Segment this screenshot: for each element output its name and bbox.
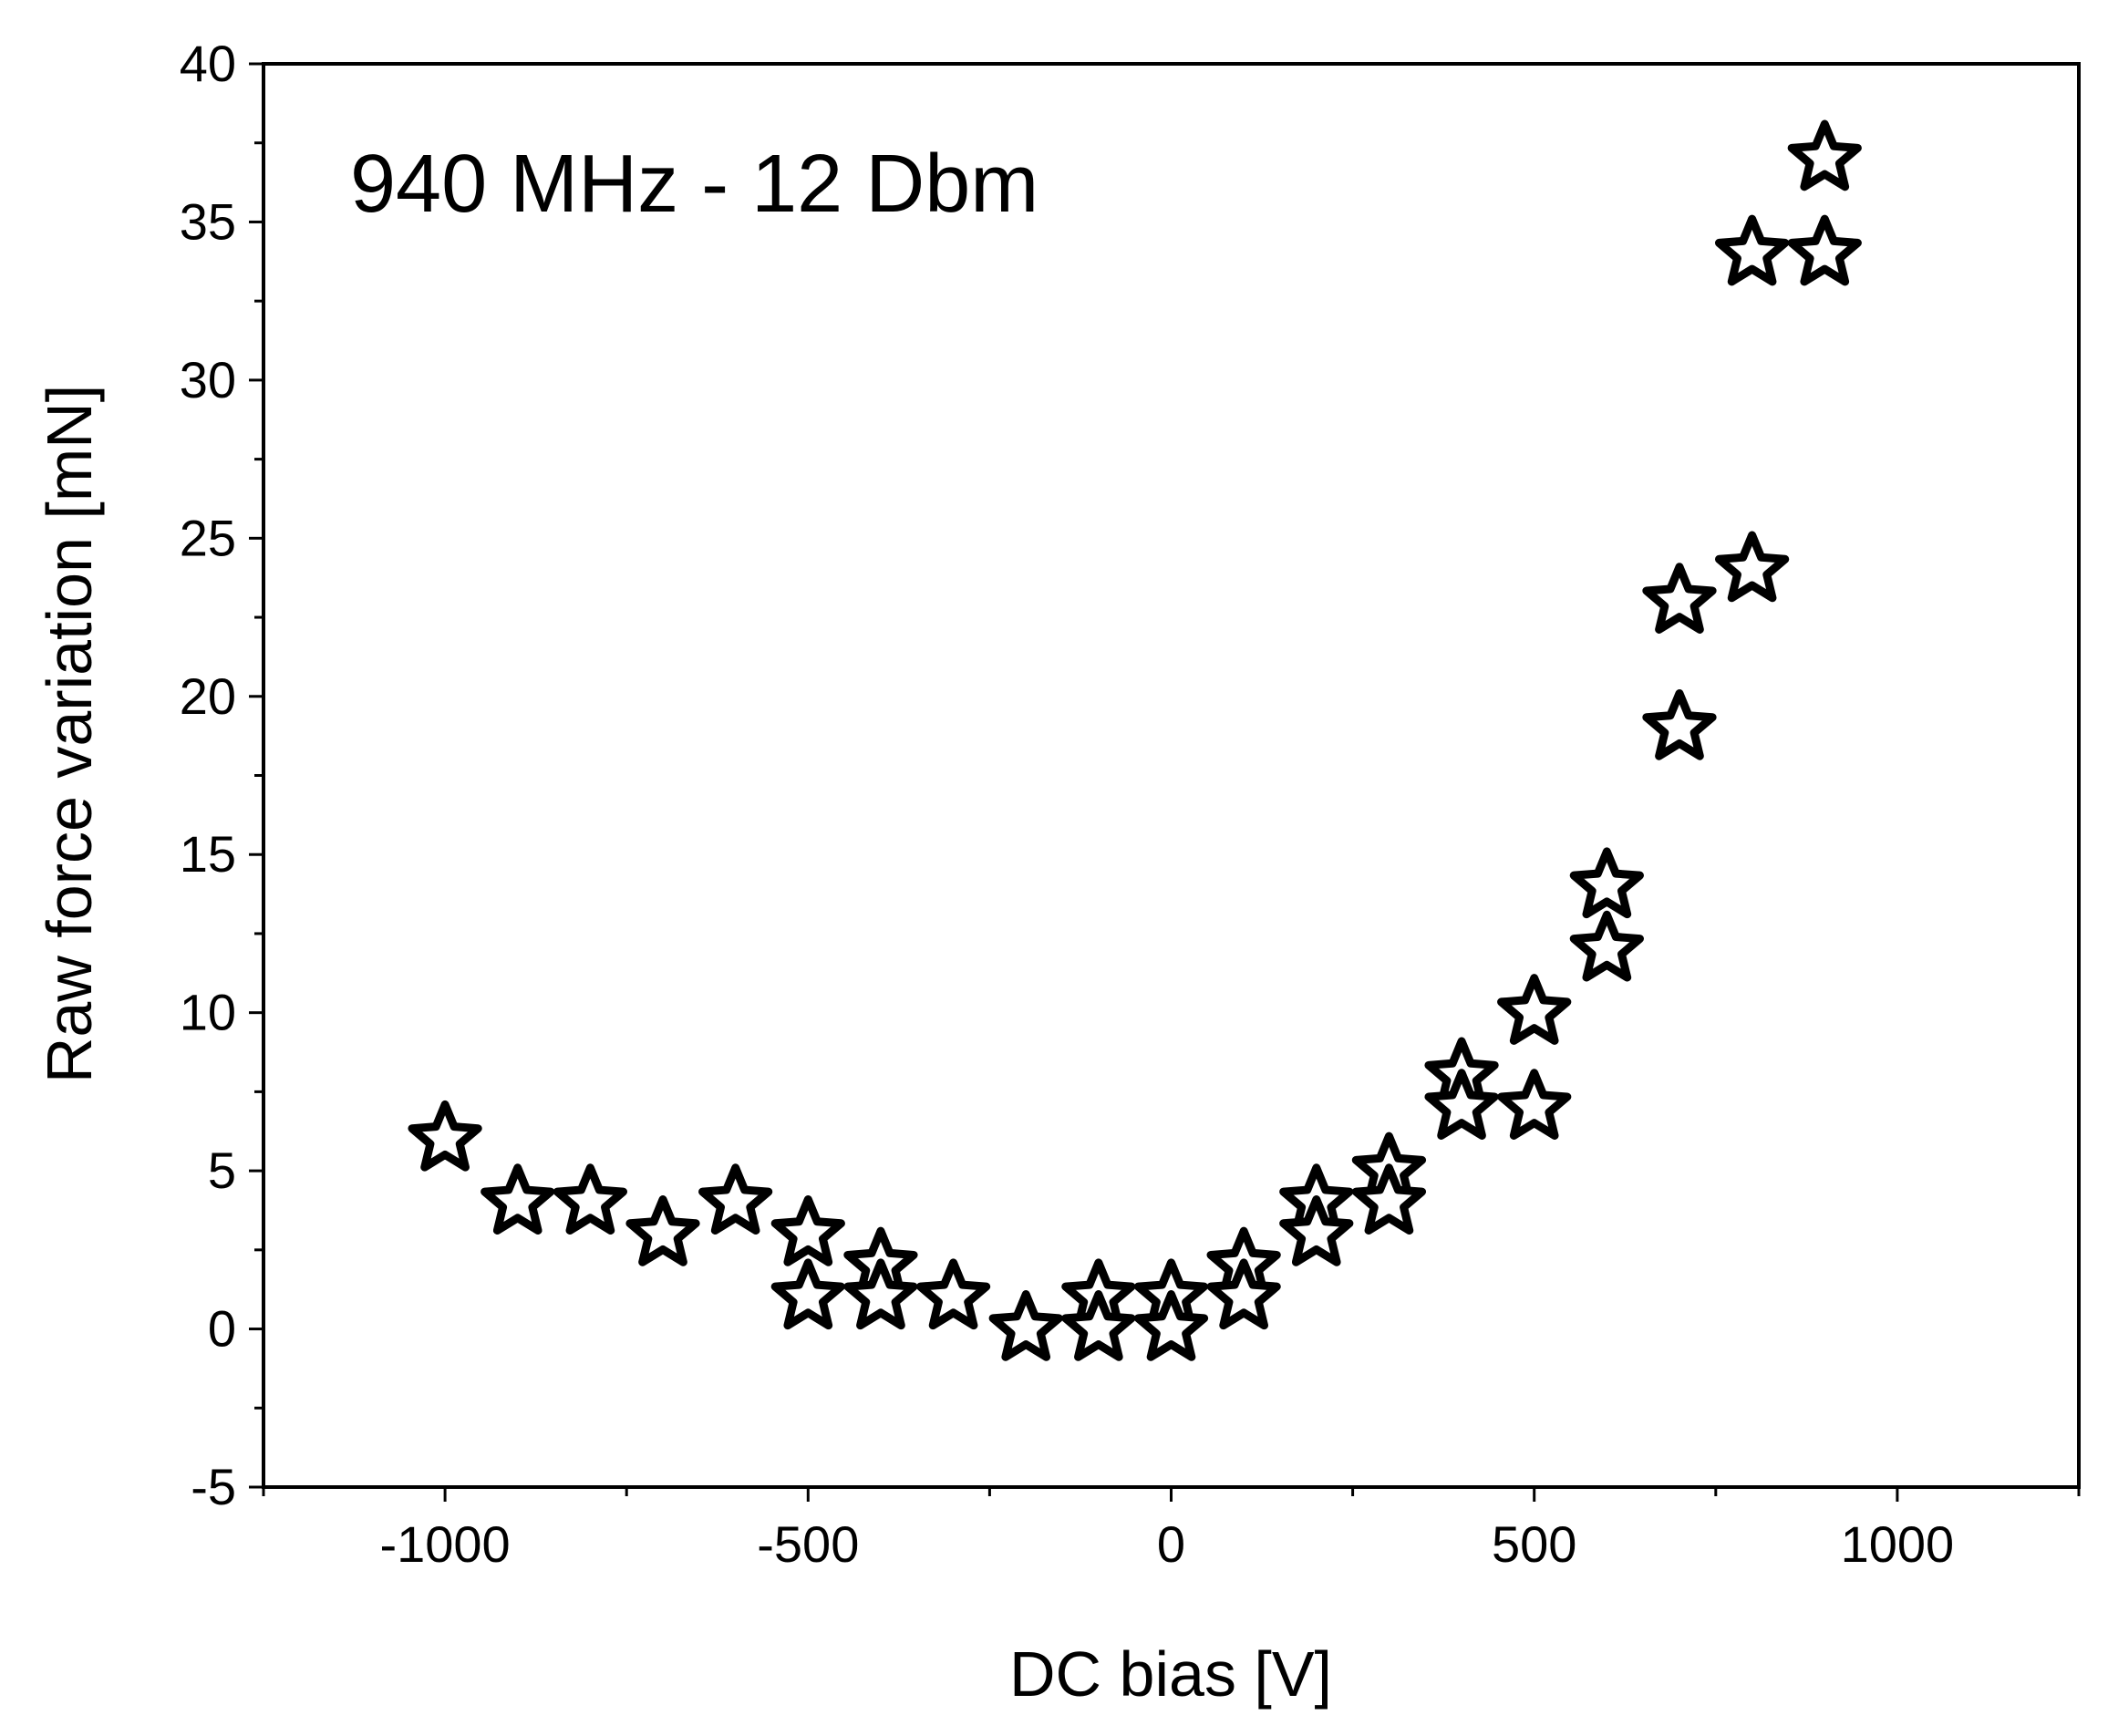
x-tick-label: -500 (757, 1515, 859, 1573)
data-point (1569, 847, 1644, 919)
y-axis-title: Raw force variation [mN] (34, 385, 105, 1083)
data-point (988, 1290, 1063, 1361)
data-point (1351, 1163, 1427, 1235)
data-point (1424, 1069, 1499, 1140)
x-axis-title: DC bias [V] (1009, 1638, 1332, 1710)
y-axis: -5 0 5 10 15 20 25 30 35 40 (180, 35, 264, 1515)
data-point (1133, 1290, 1209, 1361)
data-point (1714, 214, 1790, 286)
data-point (625, 1194, 700, 1266)
data-point (915, 1258, 991, 1330)
data-point (1497, 1069, 1572, 1140)
x-tick-label: 500 (1492, 1515, 1576, 1573)
data-point (1642, 688, 1717, 760)
y-tick-label: 15 (180, 825, 236, 883)
y-tick-label: -5 (191, 1458, 236, 1515)
data-point (1279, 1194, 1354, 1266)
y-tick-label: 0 (208, 1300, 236, 1358)
y-tick-label: 30 (180, 351, 236, 408)
data-point (1206, 1258, 1281, 1330)
y-tick-label: 25 (180, 509, 236, 566)
chart-annotation: 940 MHz - 12 Dbm (350, 139, 1038, 230)
y-tick-label: 5 (208, 1142, 236, 1199)
data-point (1714, 531, 1790, 603)
y-tick-label: 35 (180, 192, 236, 250)
data-point (1642, 563, 1717, 634)
data-point (770, 1194, 845, 1266)
x-axis: -1000 -500 0 500 1000 (262, 1487, 2081, 1573)
data-point (1569, 910, 1644, 982)
data-point (770, 1258, 845, 1330)
data-series (408, 119, 1862, 1361)
x-tick-label: 1000 (1841, 1515, 1955, 1573)
data-point (1497, 974, 1572, 1045)
y-tick-label: 40 (180, 35, 236, 92)
data-point (480, 1163, 555, 1235)
data-point (843, 1258, 918, 1330)
y-tick-label: 20 (180, 667, 236, 725)
data-point (553, 1163, 628, 1235)
y-tick-label: 10 (180, 984, 236, 1041)
data-point (698, 1163, 773, 1235)
data-point (1787, 214, 1862, 286)
data-point (1061, 1290, 1136, 1361)
data-point (408, 1100, 482, 1172)
x-tick-label: 0 (1157, 1515, 1185, 1573)
data-point (1787, 119, 1862, 191)
x-tick-label: -1000 (379, 1515, 510, 1573)
